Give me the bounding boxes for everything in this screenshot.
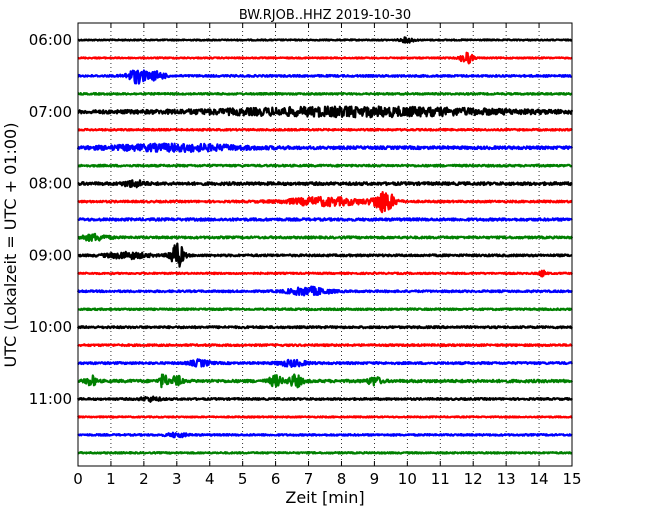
trace-0645 <box>77 91 573 96</box>
x-tick-label: 3 <box>172 470 182 488</box>
axis-ticks: 0 1 2 3 4 5 6 7 8 9 10 11 12 13 14 1506:0007:0008:0009:… <box>29 23 582 488</box>
trace-0730 <box>76 142 574 154</box>
x-axis-label: Zeit [min] <box>285 488 364 507</box>
trace-0615 <box>77 51 573 65</box>
x-tick-label: 0 <box>73 470 83 488</box>
x-tick-label: 13 <box>497 470 516 488</box>
trace-0800 <box>77 179 573 189</box>
x-tick-label: 8 <box>337 470 347 488</box>
x-tick-label: 6 <box>271 470 281 488</box>
y-tick-label: 06:00 <box>29 31 72 49</box>
trace-0945 <box>77 307 573 312</box>
trace-1115 <box>77 415 573 419</box>
trace-1045 <box>77 373 573 389</box>
seismic-traces <box>76 36 574 455</box>
trace-0845 <box>77 232 574 242</box>
trace-0915 <box>77 269 573 278</box>
x-tick-label: 15 <box>562 470 581 488</box>
x-tick-label: 1 <box>106 470 116 488</box>
y-axis-label: UTC (Lokalzeit = UTC + 01:00) <box>1 123 20 368</box>
chart-title: BW.RJOB..HHZ 2019-10-30 <box>239 8 411 23</box>
trace-0700 <box>77 105 574 119</box>
trace-0600 <box>77 36 573 44</box>
y-tick-label: 09:00 <box>29 246 72 264</box>
plot-frame <box>77 22 573 467</box>
x-tick-label: 4 <box>205 470 215 488</box>
trace-0900 <box>77 242 573 268</box>
trace-1015 <box>77 343 573 348</box>
x-tick-label: 12 <box>464 470 483 488</box>
y-tick-label: 10:00 <box>29 318 72 336</box>
x-tick-label: 5 <box>238 470 248 488</box>
trace-0830 <box>77 217 573 222</box>
trace-1145 <box>77 451 573 455</box>
trace-0715 <box>77 127 573 132</box>
y-tick-label: 11:00 <box>29 390 72 408</box>
x-tick-label: 2 <box>139 470 149 488</box>
x-tick-label: 11 <box>431 470 450 488</box>
x-tick-label: 10 <box>398 470 417 488</box>
y-tick-label: 08:00 <box>29 175 72 193</box>
x-tick-label: 7 <box>304 470 314 488</box>
y-tick-label: 07:00 <box>29 103 72 121</box>
trace-0630 <box>77 69 573 85</box>
trace-0930 <box>76 285 573 297</box>
trace-0745 <box>77 163 573 168</box>
trace-1030 <box>77 358 574 368</box>
trace-0815 <box>77 191 573 214</box>
trace-1130 <box>77 431 573 439</box>
x-tick-label: 9 <box>370 470 380 488</box>
trace-1100 <box>76 395 573 403</box>
x-tick-label: 14 <box>530 470 549 488</box>
trace-1000 <box>76 325 573 330</box>
